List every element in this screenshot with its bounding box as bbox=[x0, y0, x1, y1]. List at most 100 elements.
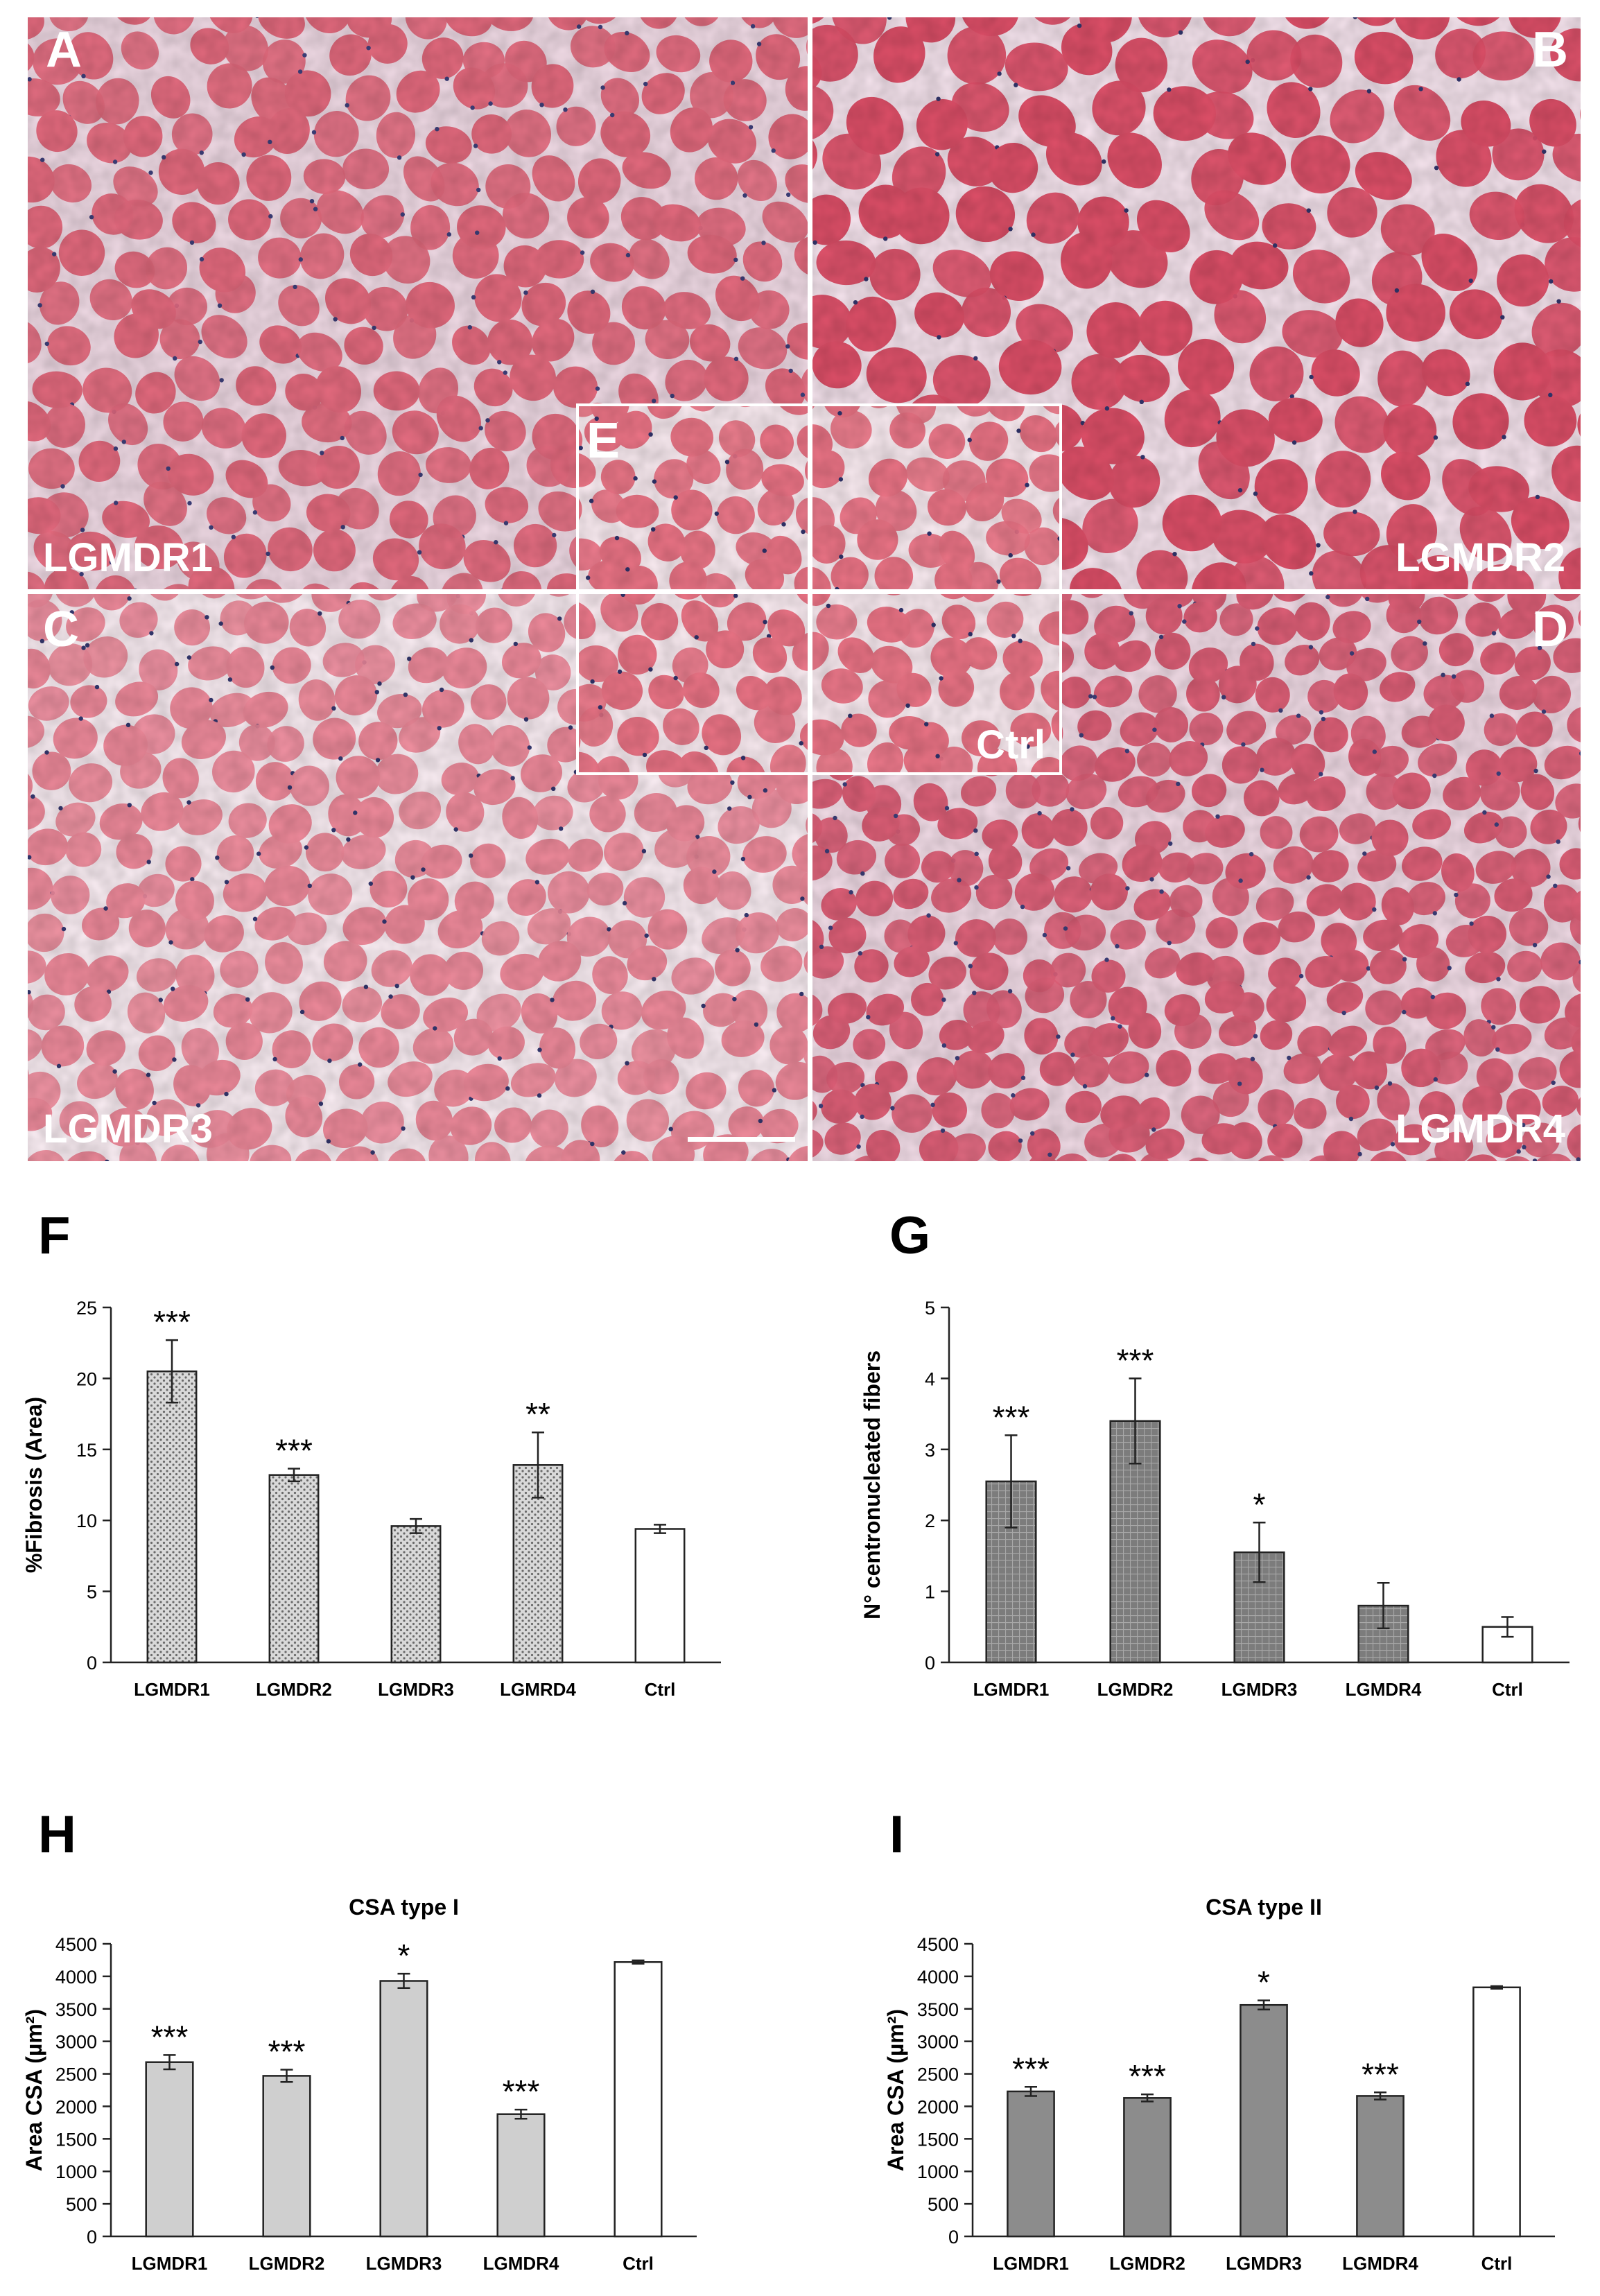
chart-g-category-label: LGMDR2 bbox=[1097, 1679, 1174, 1700]
chart-i-ytick-label: 4500 bbox=[917, 1934, 959, 1955]
chart-h-errorbar-lgmdr4 bbox=[514, 2108, 528, 2120]
chart-i-significance-lgmdr4: *** bbox=[1362, 2056, 1399, 2092]
chart-i-bar-lgmdr1 bbox=[1007, 2090, 1055, 2238]
chart-i-significance-lgmdr1: *** bbox=[1012, 2051, 1050, 2087]
chart-h-significance-lgmdr4: *** bbox=[503, 2073, 540, 2110]
chart-i-ytick-label: 1500 bbox=[917, 2129, 959, 2150]
chart-i-ylabel: Area CSA (µm²) bbox=[883, 2009, 908, 2171]
chart-f-errorbar-lgmrd4 bbox=[532, 1431, 544, 1499]
chart-g-errorbar-ctrl bbox=[1501, 1616, 1514, 1638]
chart-h-ytick-label: 4500 bbox=[55, 1934, 97, 1955]
panel-letter-d: D bbox=[1532, 602, 1568, 657]
panel-letter-i: I bbox=[889, 1805, 904, 1864]
panel-label-lgmdr1: LGMDR1 bbox=[43, 535, 213, 580]
chart-g-ytick-label: 5 bbox=[925, 1298, 935, 1319]
chart-h-ylabel: Area CSA (µm²) bbox=[21, 2009, 46, 2171]
chart-g-errorbar-lgmdr3 bbox=[1253, 1522, 1266, 1583]
chart-h: H CSA type I Area CSA (µm²) 0 500 1000 1500 20… bbox=[21, 1805, 697, 2274]
chart-h-errorbar-lgmdr2 bbox=[280, 2069, 293, 2083]
panel-label-lgmdr3: LGMDR3 bbox=[43, 1106, 213, 1151]
chart-g-significance-lgmdr3: * bbox=[1253, 1486, 1266, 1522]
chart-h-bar-lgmdr4 bbox=[496, 2113, 546, 2238]
panel-letter-f: F bbox=[38, 1206, 70, 1265]
chart-h-ytick-label: 2000 bbox=[55, 2096, 97, 2117]
chart-g-errorbar-lgmdr4 bbox=[1377, 1582, 1390, 1630]
chart-f-ytick-label: 10 bbox=[76, 1511, 97, 1531]
chart-f-errorbar-ctrl bbox=[654, 1524, 666, 1534]
chart-i-significance-lgmdr3: * bbox=[1258, 1965, 1270, 2001]
chart-f-bar-lgmdr2 bbox=[268, 1474, 320, 1664]
chart-h-bar-ctrl bbox=[614, 1961, 663, 2238]
chart-g-bar-lgmdr1 bbox=[985, 1480, 1037, 1664]
chart-i-errorbar-ctrl bbox=[1490, 1985, 1503, 1990]
chart-h-ytick-label: 2500 bbox=[55, 2064, 97, 2085]
chart-f-significance-lgmrd4: ** bbox=[525, 1396, 550, 1432]
chart-g-ytick-label: 1 bbox=[925, 1582, 935, 1603]
micrograph-panel-a bbox=[28, 17, 808, 589]
chart-h-bar-lgmdr1 bbox=[145, 2061, 194, 2238]
chart-i-ytick-label: 2000 bbox=[917, 2096, 959, 2117]
chart-g-ytick-label: 2 bbox=[925, 1511, 935, 1531]
chart-i-bar-lgmdr3 bbox=[1240, 2003, 1288, 2238]
chart-g-category-label: Ctrl bbox=[1492, 1679, 1523, 1700]
panel-label-ctrl: Ctrl bbox=[976, 722, 1045, 767]
chart-h-category-label: LGMDR3 bbox=[366, 2253, 442, 2274]
chart-g: G N° centronucleated fibers 0 1 2 3 4 5 *** LGMD… bbox=[860, 1206, 1569, 1700]
chart-i: I CSA type II Area CSA (µm²) 0 500 1000 1500 2… bbox=[883, 1805, 1555, 2274]
panel-letter-h: H bbox=[38, 1805, 76, 1864]
chart-i-bar-lgmdr4 bbox=[1356, 2095, 1405, 2238]
chart-i-ytick-label: 3000 bbox=[917, 2032, 959, 2053]
chart-f-significance-lgmdr1: *** bbox=[153, 1304, 191, 1340]
panel-letter-b: B bbox=[1532, 22, 1568, 78]
chart-h-significance-lgmdr2: *** bbox=[268, 2033, 306, 2069]
chart-i-category-label: LGMDR1 bbox=[993, 2253, 1069, 2274]
chart-f-ytick-label: 20 bbox=[76, 1368, 97, 1389]
chart-h-ytick-label: 0 bbox=[87, 2227, 97, 2247]
chart-h-ytick-label: 1000 bbox=[55, 2162, 97, 2182]
scale-bar bbox=[688, 1137, 795, 1142]
chart-f-category-label: LGMRD4 bbox=[500, 1679, 576, 1700]
chart-g-ytick-label: 4 bbox=[925, 1368, 935, 1389]
chart-i-category-label: LGMDR3 bbox=[1226, 2253, 1302, 2274]
chart-i-bar-lgmdr2 bbox=[1123, 2097, 1172, 2238]
panel-label-lgmdr4: LGMDR4 bbox=[1395, 1106, 1565, 1151]
chart-h-errorbar-ctrl bbox=[632, 1959, 645, 1965]
chart-i-ytick-label: 500 bbox=[928, 2194, 959, 2215]
chart-i-category-label: LGMDR2 bbox=[1109, 2253, 1185, 2274]
chart-h-ytick-label: 3000 bbox=[55, 2032, 97, 2053]
chart-i-ytick-label: 0 bbox=[948, 2227, 959, 2247]
chart-i-category-label: Ctrl bbox=[1481, 2253, 1513, 2274]
chart-f-bar-lgmdr3 bbox=[390, 1525, 442, 1664]
chart-h-ytick-label: 1500 bbox=[55, 2129, 97, 2150]
chart-i-ytick-label: 2500 bbox=[917, 2064, 959, 2085]
chart-i-significance-lgmdr2: *** bbox=[1129, 2058, 1166, 2094]
chart-f-errorbar-lgmdr2 bbox=[288, 1468, 300, 1483]
chart-f-category-label: LGMDR1 bbox=[134, 1679, 210, 1700]
chart-f-bar-ctrl bbox=[634, 1528, 686, 1664]
micrograph-panel-e bbox=[576, 403, 1062, 775]
chart-f-errorbar-lgmdr3 bbox=[410, 1517, 422, 1534]
chart-h-errorbar-lgmdr3 bbox=[397, 1972, 410, 1990]
chart-g-ylabel: N° centronucleated fibers bbox=[860, 1350, 885, 1619]
chart-h-category-label: LGMDR2 bbox=[249, 2253, 325, 2274]
chart-g-category-label: LGMDR1 bbox=[973, 1679, 1050, 1700]
chart-h-ytick-label: 500 bbox=[66, 2194, 97, 2215]
chart-f-errorbar-lgmdr1 bbox=[166, 1339, 178, 1404]
chart-h-category-label: LGMDR1 bbox=[132, 2253, 208, 2274]
chart-h-ytick-label: 3500 bbox=[55, 1999, 97, 2020]
chart-g-significance-lgmdr1: *** bbox=[993, 1399, 1030, 1435]
chart-f-ytick-label: 0 bbox=[87, 1653, 97, 1673]
chart-h-ytick-label: 4000 bbox=[55, 1967, 97, 1988]
chart-f-category-label: Ctrl bbox=[645, 1679, 676, 1700]
chart-g-significance-lgmdr2: *** bbox=[1117, 1342, 1154, 1378]
chart-i-category-label: LGMDR4 bbox=[1342, 2253, 1418, 2274]
chart-h-significance-lgmdr3: * bbox=[398, 1938, 410, 1974]
panel-letter-c: C bbox=[43, 602, 79, 657]
micrograph-panel-c bbox=[28, 594, 808, 1161]
micrograph-grid bbox=[28, 17, 1581, 1161]
chart-h-category-label: Ctrl bbox=[623, 2253, 654, 2274]
chart-f-category-label: LGMDR3 bbox=[378, 1679, 454, 1700]
chart-i-ytick-label: 3500 bbox=[917, 1999, 959, 2020]
